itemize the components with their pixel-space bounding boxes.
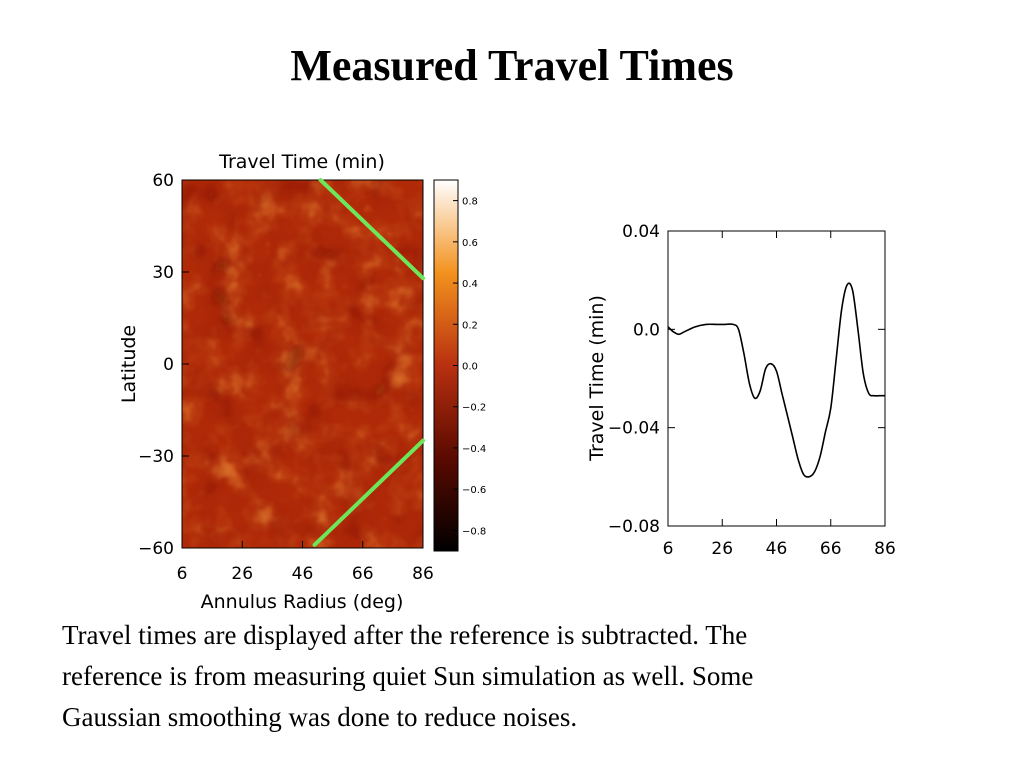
line-y-ticks: 0.04 0.0 −0.04 −0.08 [608,222,885,537]
heatmap-x-tick-label: 86 [412,564,434,584]
heatmap-y-tick-label: −30 [138,447,174,467]
caption-line-2: reference is from measuring quiet Sun si… [62,661,754,691]
colorbar-ticks: 0.8 0.6 0.4 0.2 0.0 −0.2 −0.4 −0.6 −0.8 [453,197,486,537]
heatmap-y-tick-label: 30 [152,263,174,283]
caption-line-3: Gaussian smoothing was done to reduce no… [62,702,578,732]
line-x-tick-label: 46 [766,539,788,559]
slide-title: Measured Travel Times [290,41,734,90]
line-chart-frame [667,230,886,527]
heatmap-x-tick-label: 66 [352,564,374,584]
heatmap-marker-line [318,178,425,281]
line-x-tick-label: 86 [874,539,896,559]
heatmap-title: Travel Time (min) [218,151,385,173]
colorbar-tick-label: 0.6 [462,238,478,249]
colorbar-tick-label: −0.2 [462,403,486,414]
figure-panel: Travel Time (min) 6 26 46 66 86 60 30 0 −30 −60 … [105,140,905,615]
heatmap-marker-lines [312,178,425,547]
heatmap-x-tick-label: 26 [231,564,253,584]
line-y-tick-label: 0.04 [622,222,660,242]
colorbar-tick-label: 0.0 [462,362,478,373]
line-ylabel: Travel Time (min) [586,295,608,462]
heatmap-y-ticks: 60 30 0 −30 −60 [138,171,189,559]
heatmap-y-tick-label: 0 [163,355,174,375]
line-chart: 6 26 46 66 86 0.04 0.0 −0.04 −0.08 Travel Time … [586,222,896,559]
colorbar-tick-label: 0.8 [462,197,478,208]
heatmap-x-tick-label: 46 [292,564,314,584]
line-x-ticks: 6 26 46 66 86 [663,231,896,559]
line-x-tick-label: 66 [820,539,842,559]
line-x-tick-label: 6 [663,539,674,559]
colorbar-tick-label: −0.4 [462,444,486,455]
line-y-tick-label: 0.0 [633,320,660,340]
caption: Travel times are displayed after the ref… [62,615,962,738]
line-x-tick-label: 26 [711,539,733,559]
heatmap-chart: Travel Time (min) 6 26 46 66 86 60300−30−60 … [118,151,486,613]
line-y-tick-label: −0.04 [608,419,660,439]
heatmap-marker-line [312,438,425,547]
heatmap-y-tick-label: −60 [138,539,174,559]
heatmap-xlabel: Annulus Radius (deg) [201,591,404,613]
caption-line-1: Travel times are displayed after the ref… [62,620,748,650]
heatmap-dark-patches [182,180,423,548]
line-series-path [667,282,885,478]
heatmap-ylabel: Latitude [118,325,140,403]
colorbar-tick-label: 0.2 [462,320,478,331]
line-series-group [667,282,885,478]
figure-svg: Travel Time (min) 6 26 46 66 86 60300−30−60 … [118,151,896,613]
heatmap-y-tick-label: 60 [152,171,174,191]
colorbar-tick-label: −0.6 [462,485,486,496]
line-y-tick-label: −0.08 [608,517,660,537]
colorbar-tick-label: −0.8 [462,526,486,537]
heatmap-field [182,180,423,548]
heatmap-x-tick-label: 6 [177,564,188,584]
colorbar-tick-label: 0.4 [462,279,478,290]
heatmap-x-ticks: 6 26 46 66 86 [177,541,434,584]
